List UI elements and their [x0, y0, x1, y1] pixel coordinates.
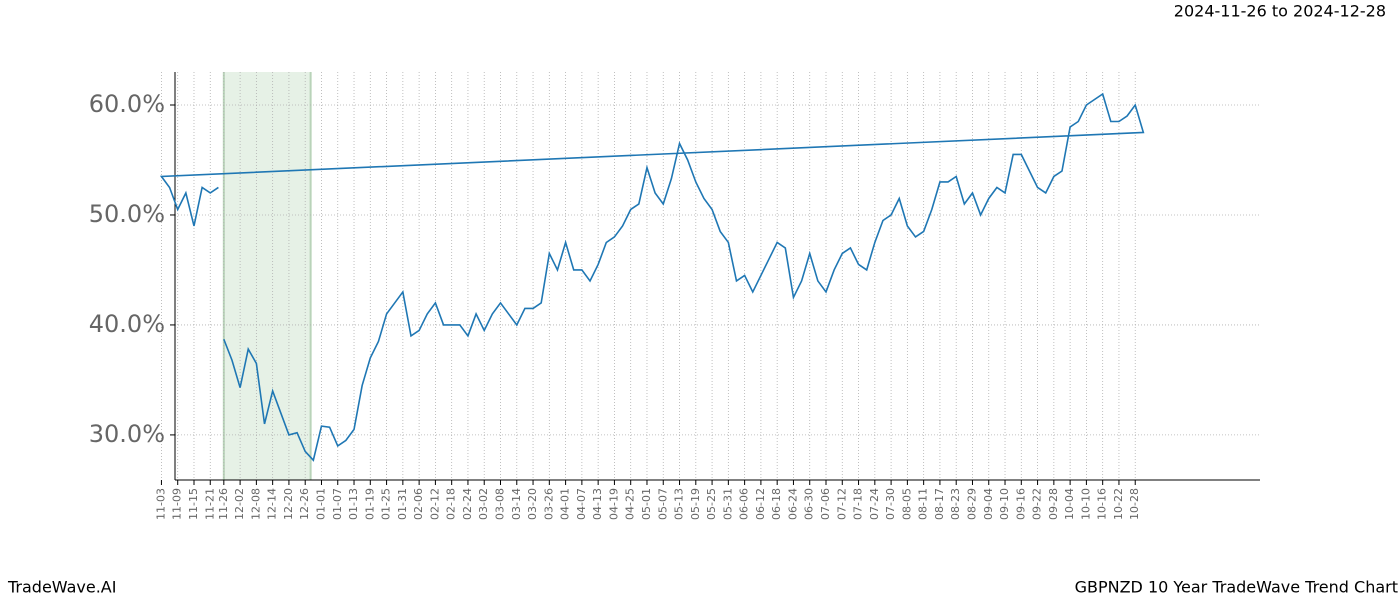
x-tick-label: 06-12 — [754, 488, 767, 520]
x-tick-label: 06-24 — [786, 488, 799, 520]
brand: TradeWave.AI — [7, 578, 116, 597]
y-tick-label: 60.0% — [89, 90, 165, 118]
x-tick-label: 11-26 — [217, 488, 230, 520]
x-tick-label: 06-30 — [803, 488, 816, 520]
x-tick-label: 06-06 — [738, 488, 751, 520]
x-tick-label: 04-19 — [607, 488, 620, 520]
x-tick-label: 10-16 — [1096, 488, 1109, 520]
x-tick-label: 08-23 — [949, 488, 962, 520]
x-tick-label: 03-08 — [494, 488, 507, 520]
x-tick-label: 08-05 — [900, 488, 913, 520]
x-tick-label: 10-04 — [1063, 488, 1076, 520]
x-tick-label: 04-07 — [575, 488, 588, 520]
x-tick-label: 09-04 — [982, 488, 995, 520]
x-tick-label: 03-02 — [477, 488, 490, 520]
x-tick-label: 02-12 — [428, 488, 441, 520]
x-tick-label: 05-13 — [673, 488, 686, 520]
x-tick-label: 03-20 — [526, 488, 539, 520]
x-tick-label: 08-11 — [917, 488, 930, 520]
x-tick-label: 11-15 — [187, 488, 200, 520]
highlight-band — [223, 72, 311, 480]
x-tick-label: 10-22 — [1112, 488, 1125, 520]
x-tick-label: 12-02 — [233, 488, 246, 520]
x-tick-label: 02-24 — [461, 488, 474, 520]
x-tick-label: 06-18 — [770, 488, 783, 520]
data-line — [159, 92, 1145, 462]
x-tick-label: 07-30 — [884, 488, 897, 520]
x-tick-label: 09-16 — [1014, 488, 1027, 520]
x-tick-label: 11-09 — [171, 488, 184, 520]
x-tick-label: 07-18 — [852, 488, 865, 520]
x-tick-label: 05-31 — [721, 488, 734, 520]
date-range: 2024-11-26 to 2024-12-28 — [1174, 2, 1386, 21]
x-tick-label: 12-20 — [282, 488, 295, 520]
x-tick-label: 10-10 — [1079, 488, 1092, 520]
x-tick-label: 05-19 — [689, 488, 702, 520]
x-tick-label: 07-06 — [819, 488, 832, 520]
x-tick-label: 01-25 — [380, 488, 393, 520]
x-tick-label: 02-06 — [412, 488, 425, 520]
x-tick-label: 09-28 — [1047, 488, 1060, 520]
x-tick-label: 03-14 — [510, 488, 523, 520]
x-tick-label: 02-18 — [445, 488, 458, 520]
x-tick-label: 01-13 — [347, 488, 360, 520]
x-tick-label: 05-07 — [656, 488, 669, 520]
x-tick-label: 11-03 — [154, 488, 167, 520]
x-tick-label: 10-28 — [1128, 488, 1141, 520]
x-tick-label: 07-12 — [835, 488, 848, 520]
x-tick-label: 05-01 — [640, 488, 653, 520]
x-tick-label: 01-19 — [363, 488, 376, 520]
x-tick-label: 08-17 — [933, 488, 946, 520]
x-tick-label: 04-13 — [591, 488, 604, 520]
x-tick-label: 04-01 — [559, 488, 572, 520]
x-tick-label: 07-24 — [868, 488, 881, 520]
x-tick-label: 05-25 — [705, 488, 718, 520]
x-tick-label: 01-31 — [396, 488, 409, 520]
x-tick-label: 01-07 — [331, 488, 344, 520]
x-tick-label: 09-22 — [1031, 488, 1044, 520]
x-tick-label: 03-26 — [542, 488, 555, 520]
x-tick-label: 11-21 — [203, 488, 216, 520]
y-tick-label: 40.0% — [89, 310, 165, 338]
y-tick-label: 30.0% — [89, 420, 165, 448]
x-tick-label: 12-26 — [298, 488, 311, 520]
x-tick-label: 12-08 — [249, 488, 262, 520]
x-tick-label: 12-14 — [266, 488, 279, 520]
y-tick-label: 50.0% — [89, 200, 165, 228]
x-tick-label: 01-01 — [314, 488, 327, 520]
chart-title: GBPNZD 10 Year TradeWave Trend Chart — [1075, 578, 1398, 597]
x-tick-label: 09-10 — [998, 488, 1011, 520]
x-tick-label: 08-29 — [965, 488, 978, 520]
x-tick-label: 04-25 — [624, 488, 637, 520]
